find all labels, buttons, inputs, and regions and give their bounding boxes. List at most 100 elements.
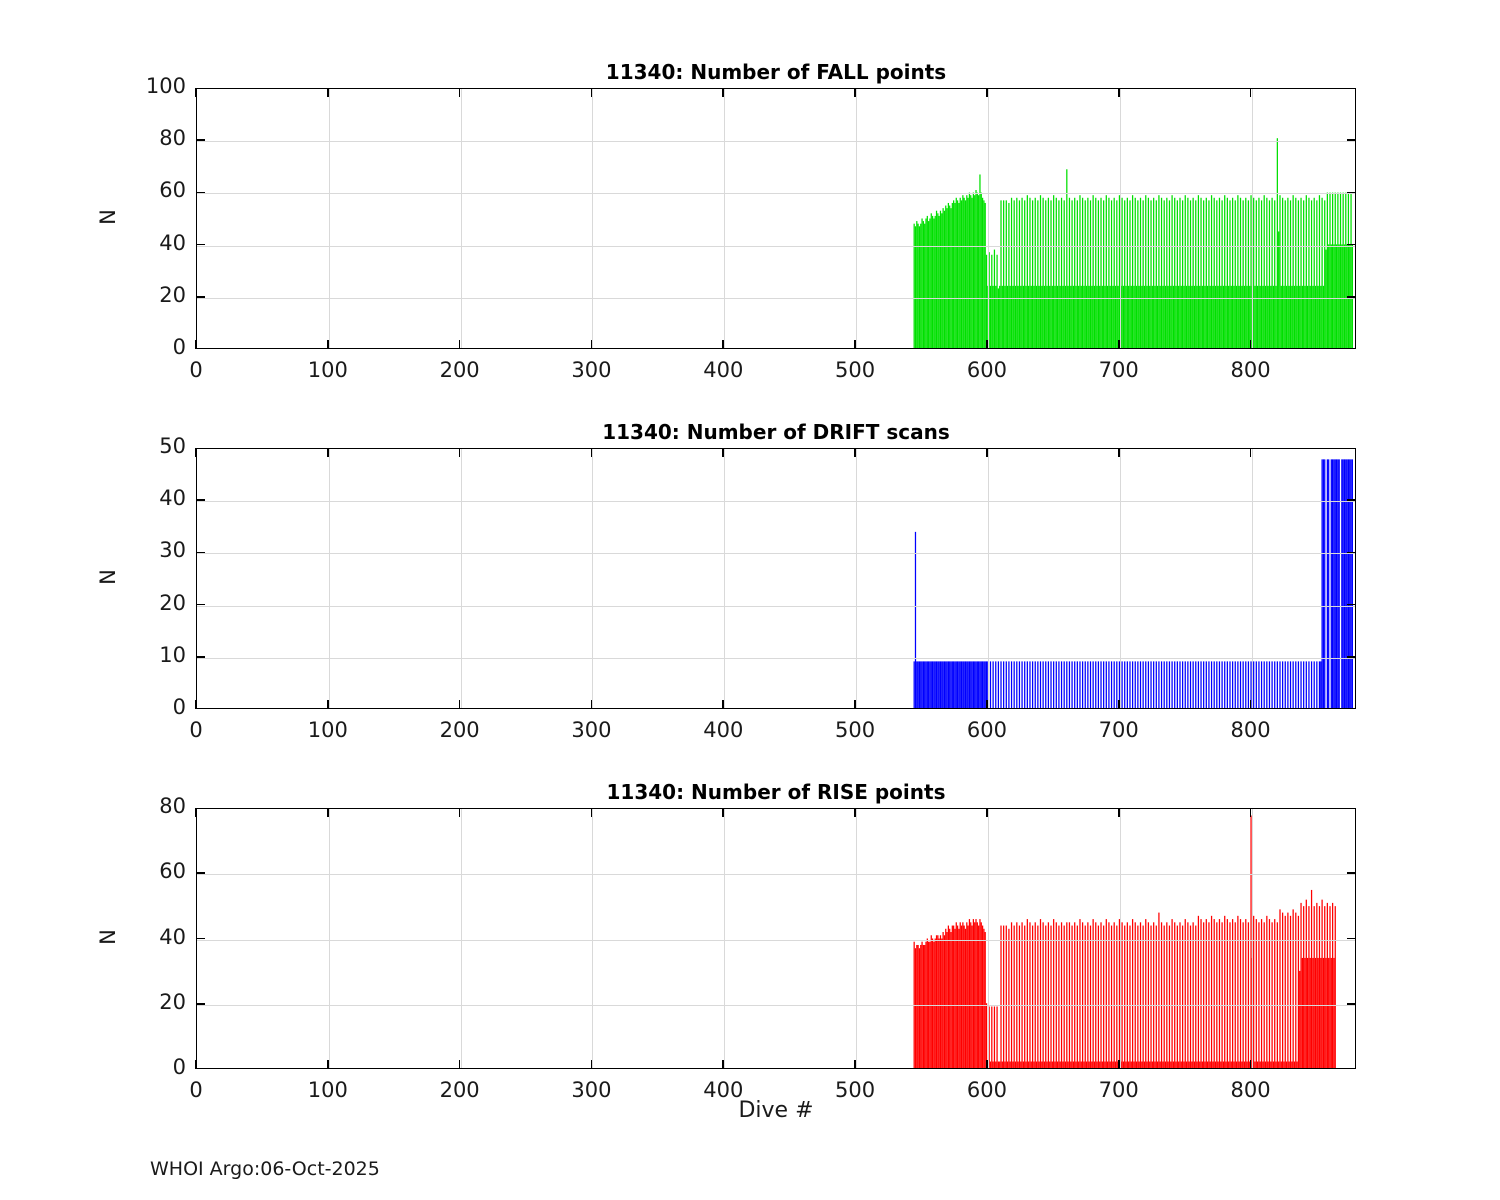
gridline-vertical [724,89,726,348]
bar [1105,195,1107,348]
bar [954,928,956,1068]
bar [1241,1061,1243,1068]
bar [1042,197,1044,348]
bar [1221,922,1223,1068]
bar [1263,922,1265,1068]
bar [1245,197,1247,348]
x-tick-label: 0 [189,718,203,742]
bar [1330,957,1332,1068]
bar [956,661,959,708]
bar [1154,285,1156,348]
bar [953,661,955,708]
bar [1341,244,1343,348]
bar [1172,285,1175,348]
bar [1051,285,1053,348]
bar [1271,197,1273,348]
bar [1151,1061,1153,1068]
gridline-vertical [592,809,594,1068]
bar [1006,285,1009,348]
bar [1053,195,1055,348]
gridline-vertical [856,449,858,708]
figure-footer: WHOI Argo:06-Oct-2025 [150,1158,380,1180]
bar [1101,285,1103,348]
bar [1087,922,1089,1068]
y-tick-label: 40 [159,924,186,949]
bar [1334,906,1336,1068]
bar [972,919,975,1068]
bar [1225,1061,1227,1068]
bar [955,922,957,1068]
bar [1155,925,1157,1068]
bar [1038,285,1040,348]
bar [1216,922,1218,1068]
bar [1259,285,1261,348]
bar [980,922,982,1068]
bar [1034,661,1036,708]
gridline-vertical [328,89,330,348]
y-tick-mark-right [1347,551,1356,554]
bar [1126,661,1128,708]
bar [1188,285,1190,348]
bar [1013,925,1015,1068]
y-tick-label: 20 [159,989,186,1014]
bar [914,226,917,348]
bar [1000,661,1002,708]
bar [1147,197,1150,348]
bar [1026,919,1028,1068]
bar [1201,1061,1203,1068]
bar [1147,661,1150,708]
bar [939,935,942,1068]
x-tick-label: 700 [1098,1078,1139,1102]
bar [1264,1061,1267,1068]
y-tick-mark [196,191,205,194]
bar [1322,957,1325,1068]
x-tick-mark [854,700,856,709]
bar [1203,922,1205,1068]
bar [1024,925,1026,1068]
bar [1083,1061,1085,1068]
bar [967,197,969,348]
bar [1224,195,1226,348]
gridline-vertical [987,809,989,1068]
bar [1141,1061,1143,1068]
bar [1112,1061,1114,1068]
bar [941,661,943,708]
bar [1329,192,1331,348]
bar [968,192,971,348]
bar [1105,919,1107,1068]
x-tick-mark-top [1117,88,1120,97]
bar [1220,285,1222,348]
bar [1153,197,1155,348]
bar [1274,919,1276,1068]
bar [1204,285,1206,348]
bar [1076,925,1078,1068]
bar [1180,1061,1182,1068]
bar [926,215,928,348]
bar [964,200,967,348]
bar [1126,922,1128,1068]
bar [1253,915,1255,1068]
bar [1042,661,1044,708]
bar [1287,197,1289,348]
bar [1324,459,1326,708]
bar [1226,919,1228,1068]
bar [1155,661,1157,708]
bar [1316,902,1318,1068]
bar [1110,925,1113,1068]
bar [1179,922,1181,1068]
bar [1316,661,1318,708]
bar [1150,661,1152,708]
x-tick-mark [1117,340,1120,349]
x-axis-label: Dive # [738,1098,814,1123]
bar [1256,285,1259,348]
bar [989,661,992,708]
x-tick-mark-top [590,88,593,97]
bar [1060,922,1063,1068]
bar [1308,661,1310,708]
bar [1272,1061,1275,1068]
bar [960,200,963,348]
bar [1058,661,1060,708]
bar [1228,1061,1230,1068]
bar [935,935,938,1068]
bar [1024,661,1026,708]
